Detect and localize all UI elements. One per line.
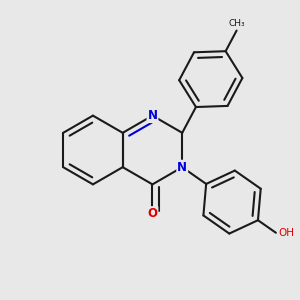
Text: N: N bbox=[177, 161, 187, 174]
Text: O: O bbox=[148, 207, 158, 220]
Text: OH: OH bbox=[278, 228, 294, 238]
Text: CH₃: CH₃ bbox=[228, 19, 245, 28]
Text: N: N bbox=[148, 109, 158, 122]
